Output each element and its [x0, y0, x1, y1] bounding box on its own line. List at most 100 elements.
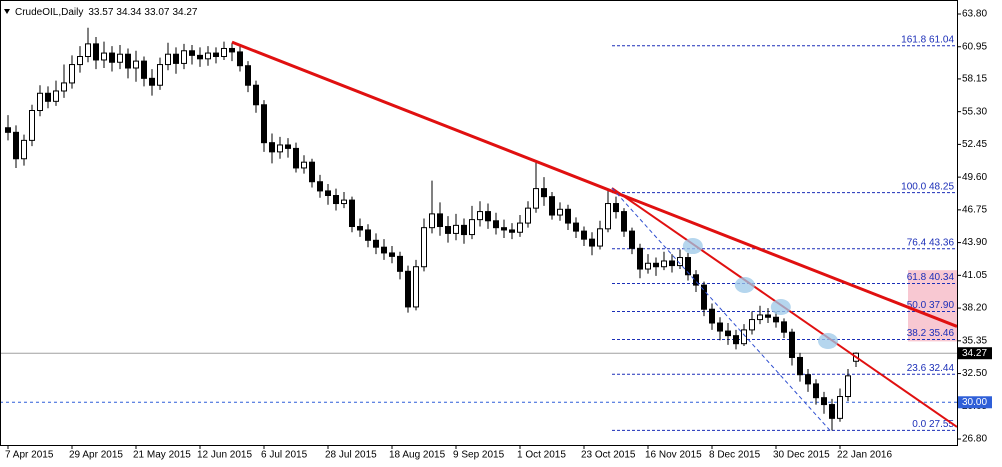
- y-tick-label: 52.45: [962, 139, 987, 150]
- candle-body: [629, 230, 635, 249]
- candle-body: [733, 335, 739, 345]
- x-tick-label: 9 Sep 2015: [453, 450, 505, 461]
- candle-body: [5, 127, 11, 133]
- candle-body: [669, 260, 675, 267]
- candle-body: [837, 396, 843, 419]
- candle-body: [813, 383, 819, 399]
- candle-body: [261, 104, 267, 144]
- candle-body: [613, 203, 619, 213]
- candle-body: [37, 92, 43, 112]
- candle-body: [845, 375, 851, 398]
- candle-body: [453, 224, 459, 234]
- candle-body: [173, 53, 179, 64]
- candle-body: [781, 321, 787, 333]
- candle-body: [197, 54, 203, 60]
- fib-zone: [908, 270, 957, 342]
- y-tick-label: 46.75: [962, 205, 987, 216]
- candle-body: [165, 53, 171, 66]
- candle-body: [765, 314, 771, 318]
- candle-body: [725, 330, 731, 337]
- candle-body: [789, 331, 795, 358]
- candle-body: [533, 188, 539, 209]
- candle-body: [141, 60, 147, 79]
- touch-highlight: [770, 299, 791, 316]
- fib-label: 161.8 61.04: [901, 34, 954, 45]
- candle-body: [109, 52, 115, 63]
- candle-body: [749, 319, 755, 331]
- x-tick-label: 16 Nov 2015: [645, 450, 702, 461]
- candle-body: [821, 397, 827, 406]
- candle-body: [133, 60, 139, 69]
- candle-body: [701, 284, 707, 310]
- candle-body: [101, 52, 107, 61]
- y-tick-label: 43.90: [962, 237, 987, 248]
- y-tick-label: 38.20: [962, 303, 987, 314]
- candle-body: [45, 92, 51, 102]
- candle-body: [461, 224, 467, 236]
- price-level-label: 30.00: [962, 397, 987, 408]
- candle-body: [797, 356, 803, 376]
- plot-area: 161.8 61.04 100.0 48.25 76.4 43.36 61.8 40.…: [0, 27, 958, 431]
- fib-label: 61.8 40.34: [907, 272, 955, 283]
- x-tick-label: 28 Jul 2015: [325, 450, 377, 461]
- candle-body: [621, 211, 627, 232]
- candle-body: [309, 161, 315, 183]
- price-level-box: [958, 347, 992, 360]
- candle-body: [149, 77, 155, 86]
- fib-label: 23.6 32.44: [907, 363, 955, 374]
- price-level-label: 34.27: [962, 348, 987, 359]
- candle-body: [637, 247, 643, 270]
- menu-arrow[interactable]: [4, 9, 10, 14]
- candle-body: [445, 226, 451, 234]
- candle-body: [77, 56, 83, 66]
- candle-body: [349, 199, 355, 228]
- candle-body: [557, 208, 563, 216]
- candle-body: [293, 147, 299, 169]
- candle-body: [69, 64, 75, 84]
- candle-body: [189, 50, 195, 56]
- candle-body: [357, 226, 363, 231]
- candle-body: [285, 144, 291, 149]
- candle-body: [325, 190, 331, 197]
- x-tick-label: 12 Jun 2015: [197, 450, 252, 461]
- candle-body: [405, 270, 411, 308]
- y-tick-label: 60.95: [962, 41, 987, 52]
- fib-label: 76.4 43.36: [907, 237, 955, 248]
- candle-body: [757, 314, 763, 321]
- candle-body: [477, 211, 483, 221]
- candle-body: [269, 142, 275, 153]
- candle-body: [53, 90, 59, 102]
- candle-body: [509, 229, 515, 233]
- candle-body: [573, 222, 579, 232]
- touch-highlight: [818, 333, 838, 350]
- y-tick-label: 32.50: [962, 368, 987, 379]
- candle-body: [157, 64, 163, 86]
- touch-highlight: [682, 238, 703, 255]
- candle-body: [437, 213, 443, 228]
- candle-body: [317, 181, 323, 192]
- candle-body: [21, 139, 27, 160]
- candle-body: [501, 227, 507, 231]
- x-tick-label: 6 Jul 2015: [261, 450, 308, 461]
- candle-body: [685, 257, 691, 276]
- x-tick-label: 7 Apr 2015: [5, 450, 54, 461]
- candle-body: [805, 374, 811, 385]
- candle-body: [341, 199, 347, 205]
- candle-body: [717, 322, 723, 332]
- candle-body: [181, 50, 187, 64]
- candle-body: [413, 266, 419, 308]
- y-tick-label: 58.15: [962, 74, 987, 85]
- y-tick-label: 26.80: [962, 434, 987, 445]
- candle-body: [597, 228, 603, 247]
- candle-body: [301, 161, 307, 169]
- candle-body: [397, 255, 403, 272]
- candle-body: [245, 65, 251, 86]
- ohlc-close: 34.27: [172, 7, 197, 18]
- trendline: [231, 40, 958, 328]
- x-tick-label: 8 Dec 2015: [709, 450, 761, 461]
- fib-label: 38.2 35.46: [907, 328, 955, 339]
- symbol: CrudeOIL,Daily: [15, 7, 83, 18]
- x-tick-label: 21 May 2015: [133, 450, 191, 461]
- candle-body: [29, 110, 35, 141]
- y-tick-label: 63.80: [962, 9, 987, 20]
